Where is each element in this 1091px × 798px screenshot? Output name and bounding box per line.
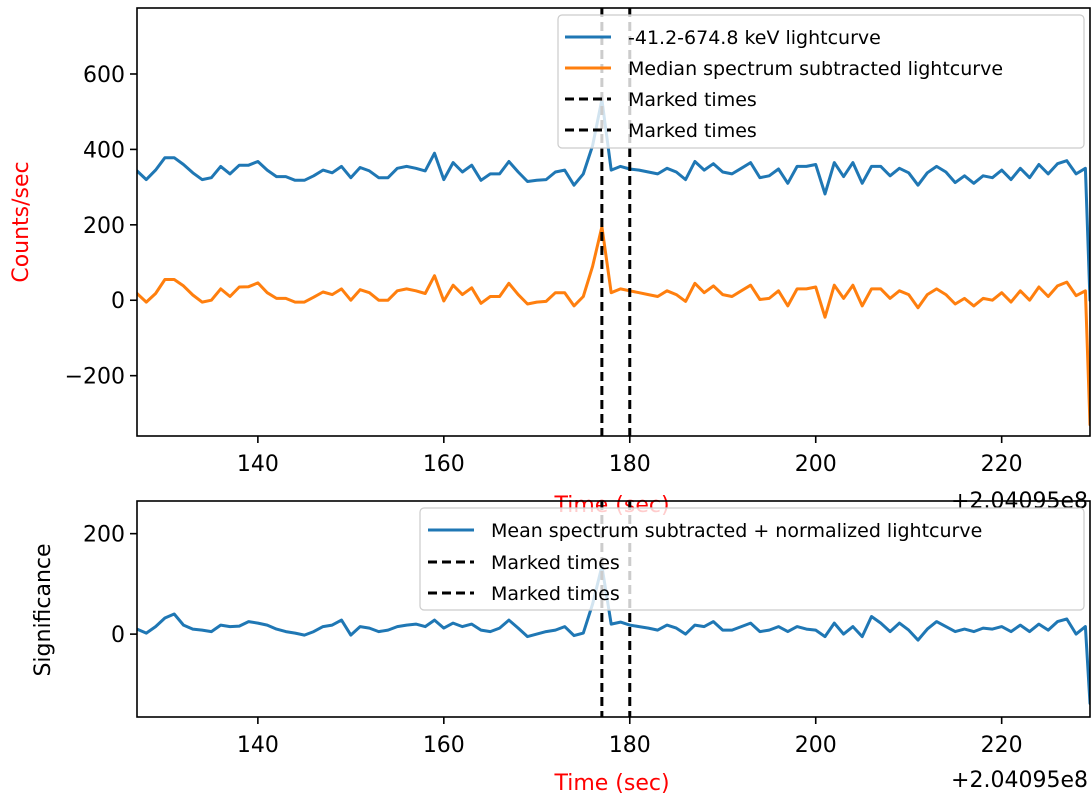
top-x-tick-label-1: 160 <box>423 452 465 477</box>
top-series-line-1 <box>137 225 1090 427</box>
top-x-tick-label-2: 180 <box>609 452 651 477</box>
legend-label-lightcurve: -41.2-674.8 keV lightcurve <box>628 27 881 49</box>
bottom-panel: 140 160 180 200 220 0 200 Significance Time (… <box>31 500 1091 796</box>
top-y-tick-label-3: 400 <box>83 138 125 163</box>
top-panel: 140 160 180 200 220 −200 0 200 400 600 Counts/se… <box>9 7 1091 518</box>
bottom-x-offset-label: +2.04095e8 <box>951 768 1088 793</box>
top-y-tick-label-1: 0 <box>111 289 125 314</box>
legend-label-marked-1: Marked times <box>628 89 757 111</box>
top-x-tick-label-3: 200 <box>795 452 837 477</box>
legend-label-median: Median spectrum subtracted lightcurve <box>628 58 1003 80</box>
legend-label-marked-3: Marked times <box>491 552 620 574</box>
top-y-tick-label-4: 600 <box>83 63 125 88</box>
bottom-y-tick-label-1: 200 <box>83 523 125 548</box>
top-legend: -41.2-674.8 keV lightcurve Median spectr… <box>557 14 1085 149</box>
bottom-series-line-0 <box>137 564 1090 705</box>
bottom-legend: Mean spectrum subtracted + normalized li… <box>419 507 1085 611</box>
bottom-x-tick-label-3: 200 <box>795 733 837 758</box>
top-plot-frame <box>136 7 1091 437</box>
top-x-tick-label-4: 220 <box>981 452 1023 477</box>
top-x-tick-label-0: 140 <box>237 452 279 477</box>
bottom-y-tick-label-0: 0 <box>111 623 125 648</box>
bottom-x-tick-label-0: 140 <box>237 733 279 758</box>
top-y-tick-label-2: 200 <box>83 214 125 239</box>
legend-label-marked-4: Marked times <box>491 583 620 605</box>
legend-label-mean: Mean spectrum subtracted + normalized li… <box>491 520 982 542</box>
bottom-y-axis-label: Significance <box>31 543 56 676</box>
top-y-tick-label-0: −200 <box>65 365 125 390</box>
bottom-x-tick-label-2: 180 <box>609 733 651 758</box>
top-y-axis-label: Counts/sec <box>9 161 34 282</box>
legend-label-marked-2: Marked times <box>628 120 757 142</box>
bottom-x-tick-label-4: 220 <box>981 733 1023 758</box>
bottom-x-tick-label-1: 160 <box>423 733 465 758</box>
bottom-x-axis-label: Time (sec) <box>553 771 669 796</box>
bottom-plot-frame <box>136 500 1091 718</box>
top-series-line-0 <box>137 98 1090 302</box>
